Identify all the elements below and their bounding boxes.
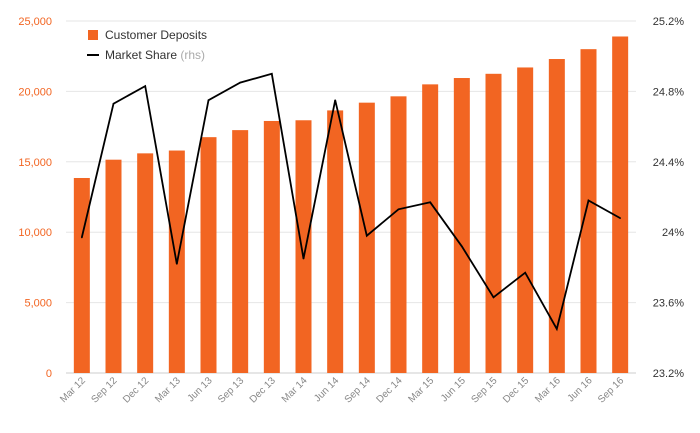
x-tick-label: Mar 12 bbox=[58, 375, 88, 405]
x-tick-label: Jun 16 bbox=[566, 375, 595, 404]
right-tick-label: 24% bbox=[662, 227, 684, 239]
left-tick-label: 0 bbox=[46, 368, 52, 380]
left-tick-label: 20,000 bbox=[18, 86, 52, 98]
deposit-bar bbox=[327, 110, 344, 374]
x-tick-label: Mar 13 bbox=[153, 375, 183, 405]
x-tick-label: Jun 15 bbox=[439, 375, 468, 404]
x-tick-label: Jun 14 bbox=[312, 375, 341, 404]
x-tick-label: Jun 13 bbox=[186, 375, 215, 404]
right-tick-label: 23.6% bbox=[653, 298, 684, 310]
market-share-point bbox=[207, 99, 210, 101]
x-tick-label: Dec 15 bbox=[501, 375, 531, 405]
x-tick-label: Dec 14 bbox=[374, 375, 404, 405]
x-tick-label: Mar 15 bbox=[407, 375, 437, 405]
x-axis-ticks: Mar 12 Sep 12 Dec 12 Mar 13 Jun 13 Sep 13 Dec … bbox=[58, 375, 626, 406]
deposit-bar bbox=[263, 120, 280, 373]
market-share-point bbox=[492, 296, 495, 299]
deposit-bar bbox=[105, 159, 122, 373]
deposit-bar bbox=[517, 67, 534, 374]
market-share-point bbox=[556, 328, 558, 330]
right-tick-label: 24.8% bbox=[653, 86, 684, 98]
x-tick-label: Sep 12 bbox=[89, 375, 119, 405]
market-share-line-group bbox=[80, 72, 621, 332]
x-tick-label: Sep 13 bbox=[216, 375, 246, 405]
right-axis-ticks: 23.2% 23.6% 24% 24.4% 24.8% 25.2% bbox=[653, 16, 684, 380]
market-share-point bbox=[461, 245, 463, 248]
market-share-point bbox=[429, 201, 431, 204]
market-share-point bbox=[144, 85, 146, 87]
market-share-point bbox=[302, 257, 305, 260]
deposit-bar bbox=[137, 153, 154, 373]
market-share-point bbox=[176, 263, 178, 265]
x-tick-label: Sep 16 bbox=[596, 375, 626, 405]
left-tick-label: 15,000 bbox=[18, 157, 52, 169]
legend-label-deposits: Customer Deposits bbox=[105, 28, 207, 42]
deposit-bar bbox=[453, 78, 470, 374]
x-tick-label: Mar 16 bbox=[533, 375, 563, 405]
deposit-bars bbox=[73, 36, 629, 374]
right-tick-label: 25.2% bbox=[653, 16, 684, 28]
market-share-point bbox=[271, 73, 273, 75]
legend-label-market-share-suffix: (rhs) bbox=[180, 48, 205, 62]
x-tick-label: Dec 12 bbox=[121, 375, 151, 405]
market-share-point bbox=[334, 99, 336, 101]
market-share-point bbox=[524, 271, 526, 274]
market-share-point bbox=[619, 217, 621, 219]
x-tick-label: Dec 13 bbox=[248, 375, 278, 405]
left-tick-label: 10,000 bbox=[18, 227, 52, 239]
x-tick-label: Sep 14 bbox=[343, 375, 373, 405]
legend: Customer Deposits Market Share (rhs) bbox=[87, 28, 207, 62]
market-share-point bbox=[366, 234, 368, 237]
deposit-bar bbox=[73, 177, 90, 373]
x-tick-label: Sep 15 bbox=[469, 375, 499, 405]
legend-swatch-deposits bbox=[88, 30, 98, 40]
deposit-bar bbox=[422, 84, 439, 374]
legend-label-market-share: Market Share (rhs) bbox=[105, 48, 205, 62]
deposit-bar bbox=[548, 59, 565, 374]
deposit-bar bbox=[358, 102, 375, 373]
market-share-point bbox=[397, 208, 400, 211]
grid-lines bbox=[66, 20, 636, 374]
deposit-bar bbox=[232, 130, 249, 373]
market-share-point bbox=[587, 199, 590, 202]
right-tick-label: 23.2% bbox=[653, 368, 684, 380]
market-share-line bbox=[80, 72, 621, 332]
deposit-bar bbox=[200, 137, 217, 373]
deposit-bar bbox=[390, 96, 407, 373]
x-tick-label: Mar 14 bbox=[280, 375, 310, 405]
market-share-point bbox=[112, 102, 115, 105]
right-tick-label: 24.4% bbox=[653, 157, 684, 169]
market-share-point bbox=[81, 236, 83, 239]
legend-label-market-share-name: Market Share bbox=[105, 48, 177, 62]
deposit-bar bbox=[612, 36, 629, 373]
left-axis-ticks: 0 5,000 10,000 15,000 20,000 25,000 bbox=[18, 16, 52, 380]
deposit-bar bbox=[580, 49, 597, 373]
left-tick-label: 5,000 bbox=[24, 298, 52, 310]
left-tick-label: 25,000 bbox=[18, 16, 52, 28]
deposit-bar bbox=[485, 73, 502, 374]
market-share-point bbox=[239, 81, 241, 84]
deposit-bar bbox=[295, 120, 312, 373]
